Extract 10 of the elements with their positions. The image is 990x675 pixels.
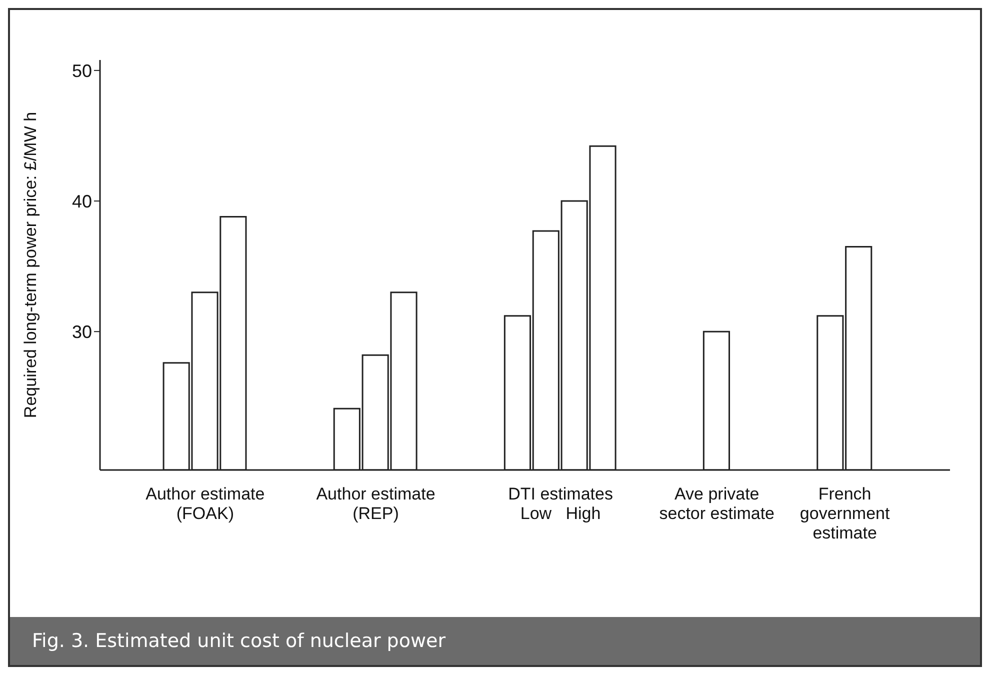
- x-tick-label: Author estimate (REP): [316, 484, 436, 524]
- x-tick-label: Ave private sector estimate: [659, 484, 775, 524]
- x-tick-label: DTI estimates Low High: [508, 484, 613, 524]
- y-tick-label: 50: [72, 60, 92, 81]
- x-tick-label: French government estimate: [800, 484, 890, 543]
- caption: Fig. 3. Estimated unit cost of nuclear power: [10, 617, 980, 665]
- x-tick-label: Author estimate (FOAK): [146, 484, 265, 524]
- y-tick-label: 30: [72, 322, 92, 342]
- y-axis-title: Required long-term power price: £/MW h: [21, 112, 40, 418]
- y-tick-label: 40: [72, 191, 92, 212]
